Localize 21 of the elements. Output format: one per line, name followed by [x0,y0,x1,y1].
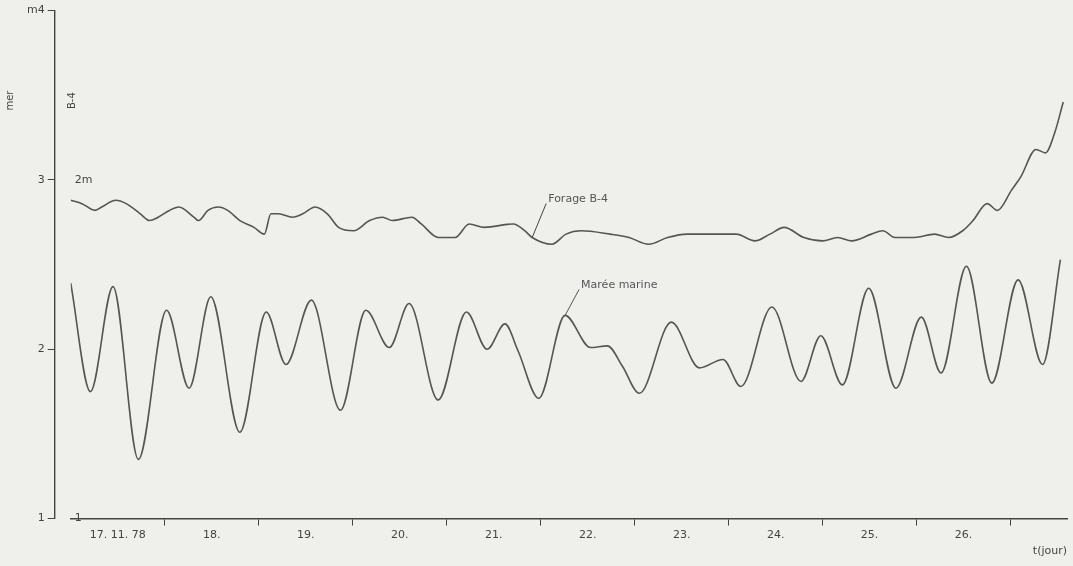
x-axis-title: t(jour) [1032,544,1067,558]
text: Forage B-4 [548,192,608,206]
x-tick-label: 20. [390,528,409,542]
y-tick-label: 2 [37,342,45,356]
x-tick-label: 25. [860,528,879,542]
y-tick-label: m4 [27,3,45,17]
text: Marée marine [581,278,658,292]
y-tick-label: 1 [37,511,45,525]
x-tick-label: 26. [954,528,973,542]
x-tick-label: 18. [202,528,221,542]
y2-tick-label: 2m [74,172,93,186]
x-tick-label: 23. [672,528,691,542]
x-tick-label: 21. [484,528,503,542]
x-tick-label: 22. [578,528,597,542]
line-series [70,258,1062,461]
y-axis-title: mer [3,89,15,111]
x-tick-label: 24. [766,528,785,542]
x-tick-label: 19. [296,528,315,542]
y-tick-label: 3 [37,172,45,186]
y2-axis-title: B-4 [66,92,78,110]
x-tick-label: 17. 11. 78 [89,528,146,542]
